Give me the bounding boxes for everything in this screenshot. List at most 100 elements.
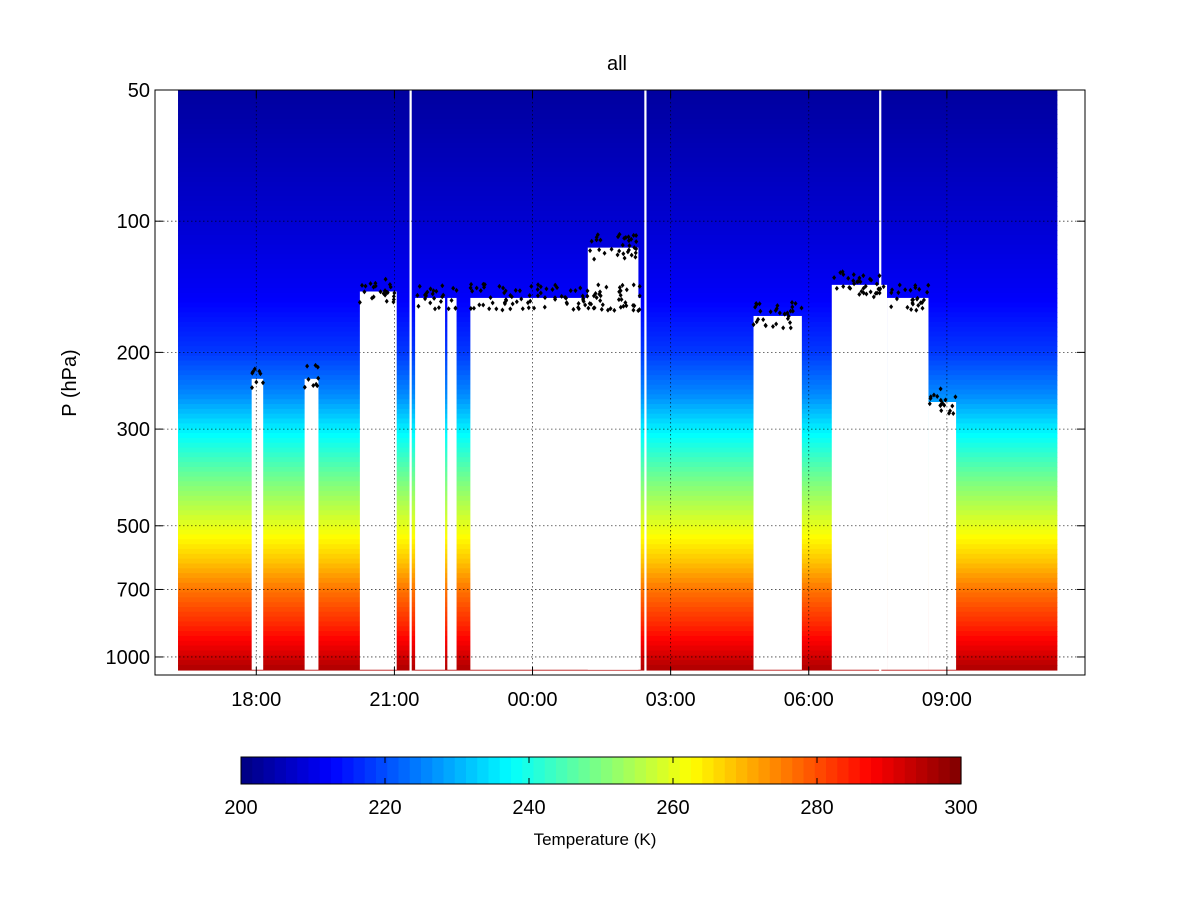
cloud-marker — [497, 283, 502, 289]
cloud-marker — [391, 293, 396, 299]
cloud-marker — [616, 297, 621, 303]
cloud-marker — [504, 298, 509, 304]
cloud-marker — [536, 282, 541, 288]
cloud-marker — [509, 294, 514, 300]
cloud-marker — [555, 285, 560, 291]
cloud-marker — [392, 290, 397, 296]
heatmap-band — [178, 109, 1058, 115]
cloud-marker — [848, 285, 853, 291]
heatmap-band — [178, 205, 1058, 212]
cloud-marker — [868, 289, 873, 295]
cloud-marker — [423, 292, 428, 298]
cloud-marker — [508, 306, 513, 312]
cloud-marker — [774, 321, 779, 327]
data-gap-line — [644, 90, 647, 675]
cloud-marker — [597, 291, 602, 297]
cloud-marker — [620, 282, 625, 288]
colorbar-swatch — [657, 757, 670, 784]
cloud-marker — [856, 279, 861, 285]
cloud-marker — [594, 295, 599, 301]
colorbar-swatch — [803, 757, 816, 784]
cloud-marker — [897, 282, 902, 288]
cloud-marker — [864, 291, 869, 297]
cloud-marker — [631, 232, 636, 238]
cloud-marker — [617, 289, 622, 295]
no-data-region — [831, 284, 888, 670]
cloud-detection-markers — [250, 231, 958, 416]
cloud-marker — [948, 408, 953, 414]
cloud-marker — [869, 277, 874, 283]
cloud-marker — [598, 237, 603, 243]
plot-frame — [154, 89, 1086, 676]
cloud-marker — [877, 273, 882, 279]
colorbar-swatch — [634, 757, 647, 784]
heatmap-band — [178, 167, 1058, 173]
x-tick-label: 21:00 — [369, 689, 419, 711]
colorbar-swatch — [477, 757, 490, 784]
cloud-marker — [542, 304, 547, 310]
cloud-marker — [573, 288, 578, 294]
cloud-marker — [430, 291, 435, 297]
cloud-marker — [871, 294, 876, 300]
cloud-marker — [604, 284, 609, 290]
cloud-marker — [935, 393, 940, 399]
grid-lines — [155, 90, 1085, 675]
cloud-marker — [559, 293, 564, 299]
cloud-marker — [858, 279, 863, 285]
cloud-marker — [620, 242, 625, 248]
cloud-marker — [581, 298, 586, 304]
cloud-marker — [384, 298, 389, 304]
cloud-marker — [526, 305, 531, 311]
colorbar-swatch — [882, 757, 895, 784]
colorbar-swatch — [364, 757, 377, 784]
cloud-marker — [781, 325, 786, 331]
x-tick-label: 09:00 — [922, 689, 972, 711]
colorbar-swatch — [376, 757, 388, 784]
cloud-marker — [415, 292, 420, 298]
colorbar-swatch — [432, 757, 445, 784]
heatmap-band — [178, 133, 1058, 140]
cloud-marker — [617, 284, 622, 290]
cloud-marker — [468, 285, 473, 291]
heatmap-band — [178, 152, 1058, 159]
no-data-region — [415, 297, 446, 670]
no-data-region — [887, 297, 929, 670]
cloud-marker — [578, 285, 583, 291]
cloud-marker — [378, 289, 383, 295]
heatmap-band — [178, 186, 1058, 193]
cloud-marker — [618, 292, 623, 298]
cloud-marker — [609, 246, 614, 252]
colorbar-swatch — [567, 757, 580, 784]
cloud-marker — [388, 284, 393, 290]
cloud-marker — [428, 286, 433, 292]
heatmap-band — [178, 123, 1058, 130]
cloud-marker — [525, 300, 530, 306]
y-tick-label: 300 — [117, 419, 150, 441]
y-tick-label: 50 — [128, 80, 150, 102]
y-tick-label: 700 — [117, 579, 150, 601]
cloud-marker — [841, 284, 846, 290]
cloud-marker — [368, 281, 373, 287]
cloud-marker — [785, 316, 790, 322]
data-gap-line — [409, 90, 412, 675]
cloud-marker — [514, 299, 519, 305]
heatmap-band — [178, 210, 1058, 217]
cloud-marker — [306, 376, 311, 382]
cloud-marker — [527, 292, 532, 298]
no-data-region — [587, 247, 639, 670]
cloud-marker — [953, 394, 958, 400]
no-data-region — [251, 378, 264, 670]
cloud-marker — [490, 300, 495, 306]
cloud-marker — [416, 303, 421, 309]
no-data-region — [359, 291, 397, 670]
cloud-marker — [576, 300, 581, 306]
cloud-marker — [917, 286, 922, 292]
cloud-marker — [939, 408, 944, 414]
colorbar-swatch — [319, 757, 332, 784]
cloud-marker — [861, 273, 866, 279]
colorbar-swatch — [488, 757, 501, 784]
colorbar-swatch — [353, 757, 366, 784]
cloud-marker — [594, 237, 599, 243]
colorbar-tick-label: 220 — [368, 797, 401, 819]
